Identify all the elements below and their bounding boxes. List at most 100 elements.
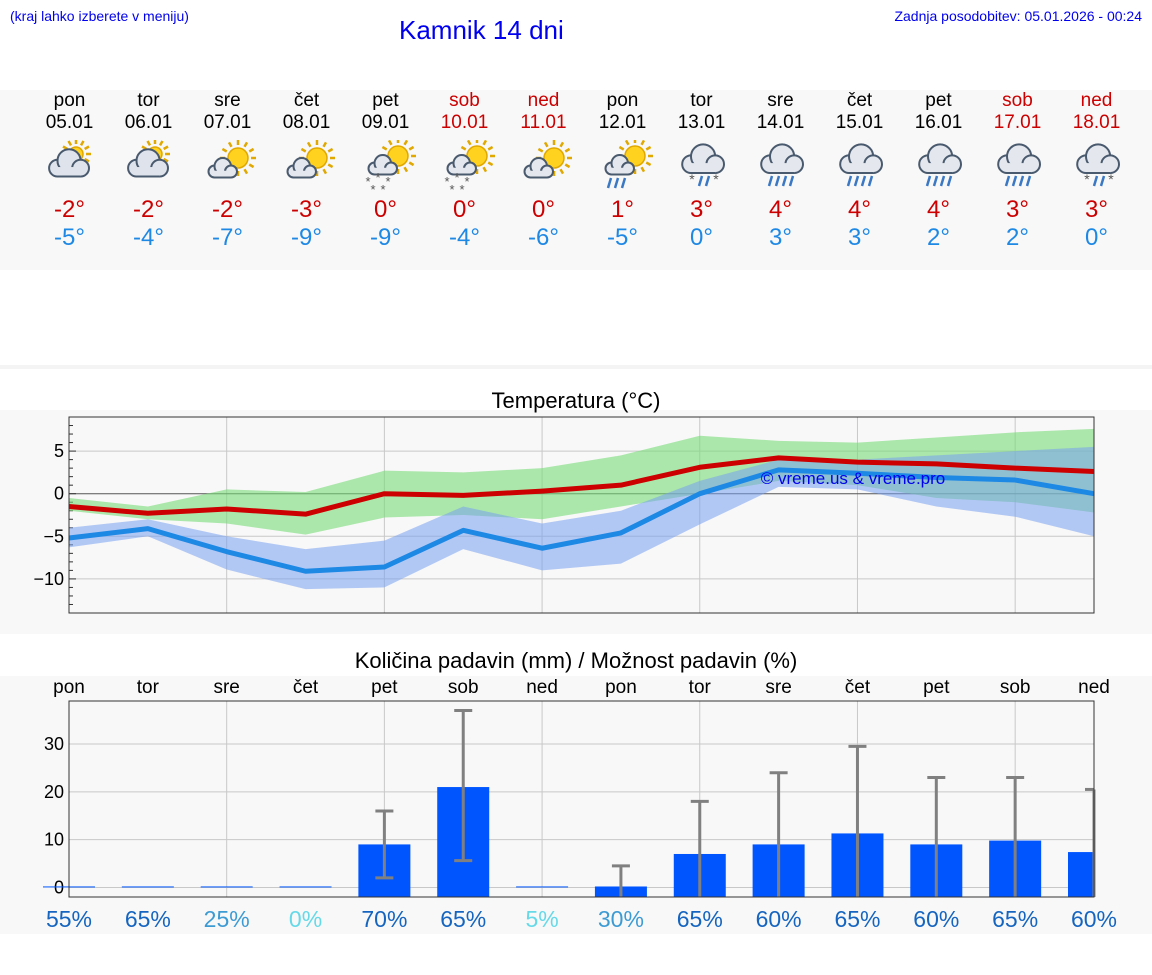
max-temperature: 0° bbox=[532, 196, 555, 223]
min-temperature: 3° bbox=[848, 224, 871, 251]
precipitation-probability: 70% bbox=[361, 906, 407, 932]
sun-cloud-icon bbox=[207, 140, 256, 179]
precipitation-bar bbox=[516, 886, 569, 888]
max-temperature: 3° bbox=[690, 196, 713, 223]
page-title: Kamnik 14 dni bbox=[399, 15, 564, 45]
divider bbox=[0, 365, 1152, 369]
cloudy-sun-icon bbox=[47, 140, 91, 178]
day-name: pon bbox=[606, 90, 639, 111]
max-temperature-line bbox=[68, 455, 1095, 517]
day-date: 08.01 bbox=[282, 112, 331, 133]
precipitation-error-bar bbox=[769, 771, 788, 897]
precipitation-probability: 65% bbox=[677, 906, 723, 932]
min-temperature: -5° bbox=[607, 224, 638, 251]
precipitation-probability: 55% bbox=[46, 906, 92, 932]
svg-text:*: * bbox=[444, 174, 449, 189]
max-temperature: -2° bbox=[212, 196, 243, 223]
min-temperature: -6° bbox=[528, 224, 559, 251]
day-column: pet 09.01 * * * * * 0° -9° bbox=[346, 90, 425, 252]
day-column: sre 07.01 -2° -7° bbox=[188, 90, 267, 252]
day-name: pon bbox=[53, 90, 86, 111]
x-category-label: ned bbox=[526, 677, 558, 698]
day-name: ned bbox=[1080, 90, 1113, 111]
min-temperature: -4° bbox=[133, 224, 164, 251]
svg-text:*: * bbox=[1108, 171, 1114, 187]
day-column: pon 12.01 1° -5° bbox=[583, 90, 662, 252]
day-name: čet bbox=[293, 90, 320, 111]
svg-text:*: * bbox=[464, 174, 469, 189]
x-category-label: sob bbox=[448, 677, 479, 698]
cloud-rain-icon bbox=[838, 143, 883, 187]
svg-text:*: * bbox=[385, 174, 390, 189]
precipitation-bar bbox=[279, 886, 332, 888]
precipitation-probability: 30% bbox=[598, 906, 644, 932]
day-date: 06.01 bbox=[124, 112, 173, 133]
precipitation-error-bar bbox=[1006, 775, 1025, 897]
max-temperature: -2° bbox=[133, 196, 164, 223]
precipitation-probability: 60% bbox=[756, 906, 802, 932]
svg-text:*: * bbox=[449, 182, 454, 192]
precipitation-error-bar bbox=[454, 709, 473, 863]
day-name: sre bbox=[214, 90, 241, 111]
x-category-label: sob bbox=[1000, 677, 1031, 698]
day-name: čet bbox=[846, 90, 873, 111]
min-temperature: 3° bbox=[769, 224, 792, 251]
max-temperature: -2° bbox=[54, 196, 85, 223]
temperature-chart-title: Temperatura (°C) bbox=[491, 388, 661, 413]
cloud-sleet-icon: * * bbox=[1075, 143, 1120, 187]
location-hint: (kraj lahko izberete v meniju) bbox=[10, 8, 189, 24]
precipitation-probability: 0% bbox=[289, 906, 322, 932]
max-temperature: 0° bbox=[453, 196, 476, 223]
precipitation-bar bbox=[121, 886, 174, 888]
max-temperature: 4° bbox=[769, 196, 792, 223]
day-name: sob bbox=[449, 90, 480, 111]
day-date: 13.01 bbox=[677, 112, 726, 133]
day-column: sob 10.01 * * * * * 0° -4° bbox=[425, 90, 504, 252]
precipitation-probability: 65% bbox=[992, 906, 1038, 932]
max-temperature: 4° bbox=[927, 196, 950, 223]
svg-text:*: * bbox=[454, 170, 459, 185]
min-temperature: 2° bbox=[927, 224, 950, 251]
plot-frame bbox=[68, 416, 1095, 614]
day-name: pet bbox=[925, 90, 952, 111]
min-temperature: -9° bbox=[291, 224, 322, 251]
precipitation-probability: 60% bbox=[913, 906, 959, 932]
x-category-label: pet bbox=[371, 677, 398, 698]
y-tick-label: −5 bbox=[43, 526, 64, 546]
min-temperature-line bbox=[68, 467, 1095, 574]
y-tick-label: 10 bbox=[44, 830, 64, 850]
precipitation-bar bbox=[200, 886, 253, 888]
plot-frame bbox=[68, 700, 1095, 898]
precipitation-error-bar bbox=[848, 744, 867, 897]
precipitation-chart-title: Količina padavin (mm) / Možnost padavin … bbox=[354, 648, 798, 673]
day-date: 07.01 bbox=[203, 112, 252, 133]
cloudy-sun-icon bbox=[126, 140, 170, 178]
max-temperature: 1° bbox=[611, 196, 634, 223]
cloud-sleet-icon: * * bbox=[680, 143, 725, 187]
svg-text:*: * bbox=[689, 171, 695, 187]
y-tick-label: 30 bbox=[44, 734, 64, 754]
day-column: tor 06.01 -2° -4° bbox=[109, 90, 188, 252]
precipitation-error-bar bbox=[611, 864, 630, 897]
watermark: © vreme.us & vreme.pro bbox=[761, 469, 945, 488]
sun-cloud-rain-icon bbox=[604, 140, 653, 189]
max-temperature: 3° bbox=[1006, 196, 1029, 223]
day-column: ned 11.01 0° -6° bbox=[504, 90, 583, 252]
precipitation-probability: 5% bbox=[525, 906, 558, 932]
day-column: tor 13.01 * * 3° 0° bbox=[662, 90, 741, 252]
day-date: 18.01 bbox=[1072, 112, 1121, 133]
min-temperature: 0° bbox=[690, 224, 713, 251]
max-temperature: -3° bbox=[291, 196, 322, 223]
day-column: ned 18.01 * * 3° 0° bbox=[1057, 90, 1136, 252]
min-temperature: -5° bbox=[54, 224, 85, 251]
day-date: 12.01 bbox=[598, 112, 647, 133]
cloud-rain-icon bbox=[759, 143, 804, 187]
last-updated: Zadnja posodobitev: 05.01.2026 - 00:24 bbox=[894, 8, 1142, 24]
day-date: 16.01 bbox=[914, 112, 963, 133]
precipitation-bar bbox=[1068, 852, 1094, 897]
x-category-label: tor bbox=[137, 677, 160, 698]
svg-text:*: * bbox=[713, 171, 719, 187]
min-temperature: -9° bbox=[370, 224, 401, 251]
sun-cloud-icon bbox=[523, 140, 572, 179]
svg-text:*: * bbox=[459, 182, 464, 192]
